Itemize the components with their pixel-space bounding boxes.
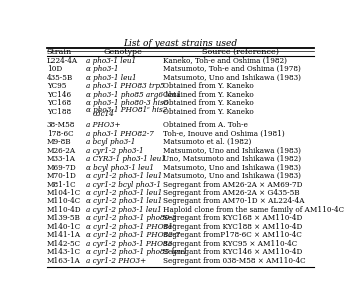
Text: M70-1D: M70-1D bbox=[47, 172, 76, 180]
Text: YC168: YC168 bbox=[47, 99, 71, 107]
Text: α cyr1-2 pho3-1 leu1: α cyr1-2 pho3-1 leu1 bbox=[86, 189, 163, 197]
Text: α cyr1-2 pho3-1 leu1: α cyr1-2 pho3-1 leu1 bbox=[86, 172, 163, 180]
Text: α pho3-1: α pho3-1 bbox=[86, 65, 119, 73]
Text: 10D: 10D bbox=[47, 65, 62, 73]
Text: Segregant from KYC188 × AM110-4D: Segregant from KYC188 × AM110-4D bbox=[163, 223, 302, 231]
Text: Segregant from AM26-2A × G435-5B: Segregant from AM26-2A × G435-5B bbox=[163, 189, 299, 197]
Text: Matsumoto, Uno and Ishikawa (1983): Matsumoto, Uno and Ishikawa (1983) bbox=[163, 164, 301, 172]
Text: α cyr1-2 pho3-1 leu1: α cyr1-2 pho3-1 leu1 bbox=[86, 197, 163, 206]
Text: Matsumoto, Toh-e and Oshima (1978): Matsumoto, Toh-e and Oshima (1978) bbox=[163, 65, 301, 73]
Text: YC188: YC188 bbox=[47, 108, 71, 116]
Text: Matsumoto, Uno and Ishikawa (1983): Matsumoto, Uno and Ishikawa (1983) bbox=[163, 147, 301, 154]
Text: a cyr1-2 bcyl pho3-1: a cyr1-2 bcyl pho3-1 bbox=[86, 181, 161, 188]
Text: α cyr1-2 pho3-1 pho85 leu1: α cyr1-2 pho3-1 pho85 leu1 bbox=[86, 248, 188, 256]
Text: Source (reference): Source (reference) bbox=[202, 48, 279, 56]
Text: M143-1C: M143-1C bbox=[47, 248, 81, 256]
Text: Genotype: Genotype bbox=[104, 48, 143, 56]
Text: α pho3-1 leu1: α pho3-1 leu1 bbox=[86, 74, 137, 82]
Text: M81-1C: M81-1C bbox=[47, 181, 76, 188]
Text: M139-5B: M139-5B bbox=[47, 214, 81, 223]
Text: M33-1A: M33-1A bbox=[47, 155, 76, 163]
Text: Uno, Matsumoto and Ishikawa (1982): Uno, Matsumoto and Ishikawa (1982) bbox=[163, 155, 301, 163]
Text: 178-6C: 178-6C bbox=[47, 130, 73, 138]
Text: M110-4D: M110-4D bbox=[47, 206, 81, 214]
Text: List of yeast strains used: List of yeast strains used bbox=[123, 39, 238, 48]
Text: M142-5C: M142-5C bbox=[47, 240, 81, 248]
Text: M140-1C: M140-1C bbox=[47, 223, 81, 231]
Text: a CYR3-1 pho3-1 leu1: a CYR3-1 pho3-1 leu1 bbox=[86, 155, 166, 163]
Text: a pho3-1 PHO82-7: a pho3-1 PHO82-7 bbox=[86, 130, 154, 138]
Text: a pho3-1 PHO83 trp5: a pho3-1 PHO83 trp5 bbox=[86, 82, 165, 90]
Text: a bcyl pho3-1: a bcyl pho3-1 bbox=[86, 138, 136, 146]
Text: Segregant from AM70-1D × AL224-4A: Segregant from AM70-1D × AL224-4A bbox=[163, 197, 304, 206]
Text: Segregant from KYC168 × AM110-4D: Segregant from KYC168 × AM110-4D bbox=[163, 214, 302, 223]
Text: Obtained from Y. Kaneko: Obtained from Y. Kaneko bbox=[163, 108, 253, 116]
Text: Obtained from Y. Kaneko: Obtained from Y. Kaneko bbox=[163, 99, 253, 107]
Text: Obtained from A. Toh-e: Obtained from A. Toh-e bbox=[163, 121, 247, 129]
Text: M9-8B: M9-8B bbox=[47, 138, 71, 146]
Text: Matsumoto et al. (1982): Matsumoto et al. (1982) bbox=[163, 138, 251, 146]
Text: 435-5B: 435-5B bbox=[47, 74, 73, 82]
Text: α cyr1-2 pho3-1 PHO82-7: α cyr1-2 pho3-1 PHO82-7 bbox=[86, 231, 180, 239]
Text: M163-1A: M163-1A bbox=[47, 257, 81, 265]
Text: cdc14: cdc14 bbox=[93, 110, 115, 118]
Text: a cyr1-2 pho3-1: a cyr1-2 pho3-1 bbox=[86, 147, 144, 154]
Text: a pho3-1 leu1: a pho3-1 leu1 bbox=[86, 57, 137, 65]
Text: Segregant from KYC146 × AM110-4D: Segregant from KYC146 × AM110-4D bbox=[163, 248, 302, 256]
Text: Obtained from Y. Kaneko: Obtained from Y. Kaneko bbox=[163, 82, 253, 90]
Text: α pho3-1 pho85 arg6 leu1: α pho3-1 pho85 arg6 leu1 bbox=[86, 91, 181, 99]
Text: a cyr1-2 PHO3+: a cyr1-2 PHO3+ bbox=[86, 257, 146, 265]
Text: YC146: YC146 bbox=[47, 91, 71, 99]
Text: M141-1A: M141-1A bbox=[47, 231, 81, 239]
Text: Segregant fromP178-6C × AM110-4C: Segregant fromP178-6C × AM110-4C bbox=[163, 231, 302, 239]
Text: α cyr1-2 pho3-1 PHO81ᶜ: α cyr1-2 pho3-1 PHO81ᶜ bbox=[86, 223, 176, 231]
Text: 38-M58: 38-M58 bbox=[47, 121, 75, 129]
Text: Segregant from AM26-2A × AM69-7D: Segregant from AM26-2A × AM69-7D bbox=[163, 181, 302, 188]
Text: α pho3-1 PHO81ᶜ his2: α pho3-1 PHO81ᶜ his2 bbox=[86, 106, 168, 114]
Text: YC95: YC95 bbox=[47, 82, 66, 90]
Text: Segregant from KYC95 × AM110-4C: Segregant from KYC95 × AM110-4C bbox=[163, 240, 297, 248]
Text: M110-4C: M110-4C bbox=[47, 197, 81, 206]
Text: a cyr1-2 pho3-1 leu1: a cyr1-2 pho3-1 leu1 bbox=[86, 206, 162, 214]
Text: M104-1C: M104-1C bbox=[47, 189, 81, 197]
Text: Haploid clone from the same family of AM110-4C: Haploid clone from the same family of AM… bbox=[163, 206, 344, 214]
Text: Kaneko, Toh-e and Oshima (1982): Kaneko, Toh-e and Oshima (1982) bbox=[163, 57, 287, 65]
Text: Obtained from Y. Kaneko: Obtained from Y. Kaneko bbox=[163, 91, 253, 99]
Text: Matsumoto, Uno and Ishikawa (1983): Matsumoto, Uno and Ishikawa (1983) bbox=[163, 172, 301, 180]
Text: Toh-e, Inouve and Oshima (1981): Toh-e, Inouve and Oshima (1981) bbox=[163, 130, 284, 138]
Text: a cyr1-2 pho3-1 PHO83: a cyr1-2 pho3-1 PHO83 bbox=[86, 240, 173, 248]
Text: Segregant from 038-M58 × AM110-4C: Segregant from 038-M58 × AM110-4C bbox=[163, 257, 305, 265]
Text: Matsumoto, Uno and Ishikawa (1983): Matsumoto, Uno and Ishikawa (1983) bbox=[163, 74, 301, 82]
Text: a PHO3+: a PHO3+ bbox=[86, 121, 121, 129]
Text: Strain: Strain bbox=[47, 48, 72, 56]
Text: M69-7D: M69-7D bbox=[47, 164, 76, 172]
Text: α bcyl pho3-1 leu1: α bcyl pho3-1 leu1 bbox=[86, 164, 154, 172]
Text: M26-2A: M26-2A bbox=[47, 147, 76, 154]
Text: α cyr1-2 pho3-1 pho80-3: α cyr1-2 pho3-1 pho80-3 bbox=[86, 214, 177, 223]
Text: α pho3-1 pho80-3 his6: α pho3-1 pho80-3 his6 bbox=[86, 99, 169, 107]
Text: L224-4A: L224-4A bbox=[47, 57, 78, 65]
